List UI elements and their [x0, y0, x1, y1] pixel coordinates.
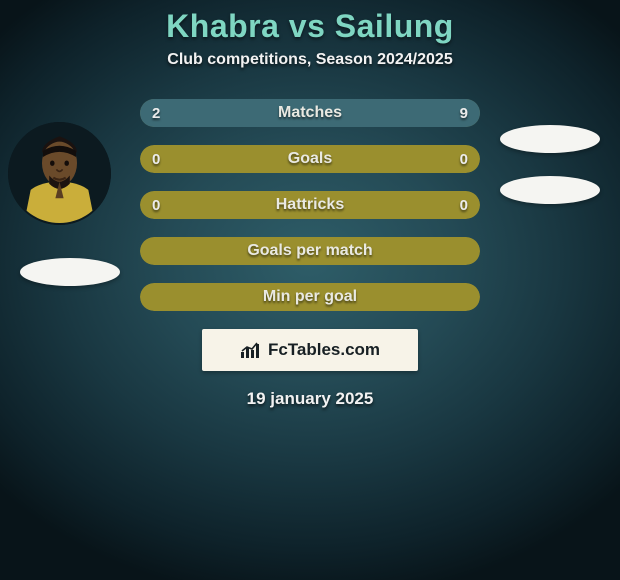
player-left-avatar [8, 122, 111, 225]
date-text: 19 january 2025 [0, 389, 620, 409]
player-right-avatar-placeholder [500, 125, 600, 153]
card: Khabra vs Sailung Club competitions, Sea… [0, 0, 620, 580]
brand-text: FcTables.com [268, 340, 380, 360]
stat-bar: 00Goals [140, 145, 480, 173]
stat-bar: Goals per match [140, 237, 480, 265]
bars-logo-icon [240, 341, 262, 359]
stat-bar: 00Hattricks [140, 191, 480, 219]
player-left-flag [20, 258, 120, 286]
stat-bar-label: Matches [140, 99, 480, 127]
stat-bar-label: Goals per match [140, 237, 480, 265]
player-portrait-icon [8, 122, 111, 225]
stat-bars: 29Matches 00Goals 00Hattricks Goals per mat… [140, 99, 480, 311]
stat-bar-label: Goals [140, 145, 480, 173]
stat-bar: 29Matches [140, 99, 480, 127]
stat-bar-label: Min per goal [140, 283, 480, 311]
stat-bar-label: Hattricks [140, 191, 480, 219]
brand-badge: FcTables.com [202, 329, 418, 371]
player-right-flag [500, 176, 600, 204]
page-title: Khabra vs Sailung [0, 8, 620, 45]
subtitle: Club competitions, Season 2024/2025 [0, 51, 620, 69]
stat-bar: Min per goal [140, 283, 480, 311]
